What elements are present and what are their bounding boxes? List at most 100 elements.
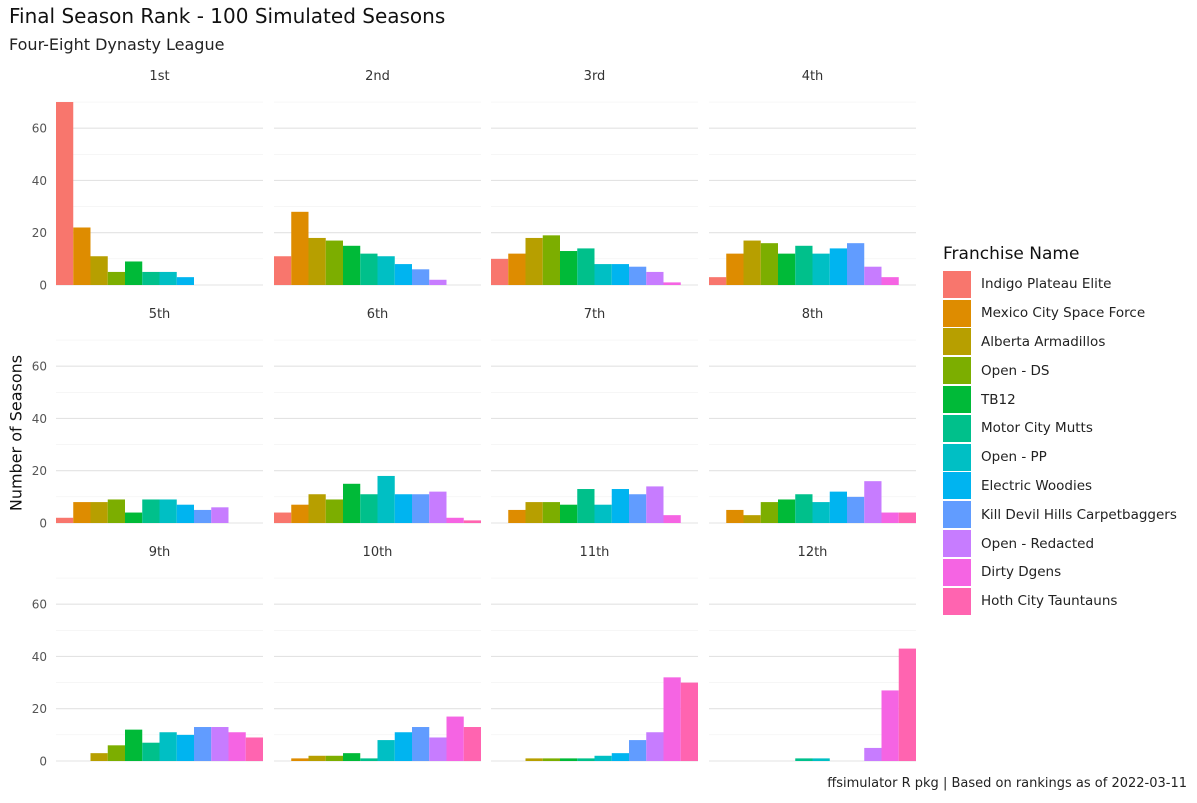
bar-6th-8 (412, 494, 430, 523)
bar-10th-3 (325, 755, 343, 761)
facet-strip-label: 9th (149, 545, 171, 560)
bar-8th-3 (760, 502, 778, 523)
bar-5th-0 (56, 517, 74, 523)
bar-7th-9 (646, 486, 664, 523)
bar-9th-9 (211, 727, 229, 761)
bar-8th-2 (743, 515, 761, 523)
bar-4th-2 (743, 240, 761, 285)
bar-9th-3 (107, 745, 125, 761)
facet-panel-12th: 12th (709, 545, 916, 762)
bar-12th-11 (898, 648, 916, 761)
bar-1st-1 (73, 227, 91, 285)
legend-key-swatch (943, 270, 971, 298)
bar-12th-6 (812, 758, 830, 761)
bar-10th-1 (291, 758, 309, 761)
bar-9th-11 (245, 737, 263, 761)
bar-3rd-4 (560, 251, 578, 285)
y-tick-label: 20 (32, 464, 47, 478)
y-tick-label: 60 (32, 360, 47, 374)
legend-item: TB12 (943, 385, 1177, 414)
bar-2nd-1 (291, 211, 309, 285)
legend-key-swatch (943, 558, 971, 586)
bar-7th-8 (629, 494, 647, 523)
bar-11th-4 (560, 758, 578, 761)
bar-9th-6 (159, 732, 177, 761)
legend-item: Hoth City Tauntauns (943, 587, 1177, 616)
y-tick-label: 60 (32, 598, 47, 612)
facet-panel-9th: 9th 0 20 40 60 (32, 545, 263, 769)
bar-4th-9 (864, 266, 882, 285)
bar-2nd-4 (343, 245, 361, 285)
legend-item: Mexico City Space Force (943, 299, 1177, 328)
y-tick-label: 0 (39, 755, 47, 769)
bar-3rd-7 (611, 264, 629, 285)
facet-panel-4th: 4th (709, 69, 916, 286)
legend-key-swatch (943, 414, 971, 442)
bar-2nd-5 (360, 253, 378, 285)
facet-strip-label: 4th (802, 69, 824, 84)
legend-key-swatch (943, 530, 971, 558)
bar-5th-2 (90, 502, 108, 523)
bar-8th-8 (847, 496, 865, 523)
bar-7th-7 (611, 489, 629, 523)
bar-5th-8 (194, 509, 212, 523)
bar-10th-5 (360, 758, 378, 761)
bar-10th-6 (377, 740, 395, 761)
legend-label: Motor City Mutts (981, 420, 1093, 437)
bar-2nd-2 (308, 237, 326, 285)
facet-panel-2nd: 2nd (274, 69, 481, 286)
bar-10th-10 (446, 716, 464, 761)
legend-key-swatch (943, 386, 971, 414)
facet-panel-7th: 7th (491, 307, 698, 524)
bar-3rd-5 (577, 248, 595, 285)
bar-6th-5 (360, 494, 378, 523)
bar-11th-6 (594, 755, 612, 761)
bar-2nd-8 (412, 269, 430, 285)
legend-item: Kill Devil Hills Carpetbaggers (943, 500, 1177, 529)
bar-2nd-3 (325, 240, 343, 285)
bar-11th-3 (542, 758, 560, 761)
bar-6th-4 (343, 483, 361, 523)
bar-6th-1 (291, 504, 309, 523)
bar-1st-2 (90, 256, 108, 285)
y-tick-label: 20 (32, 226, 47, 240)
legend-key-swatch (943, 299, 971, 327)
facet-panel-5th: 5th 0 20 40 60 (32, 307, 263, 531)
bar-7th-4 (560, 504, 578, 523)
legend-label: Kill Devil Hills Carpetbaggers (981, 506, 1177, 523)
bar-4th-6 (812, 253, 830, 285)
legend-key-swatch (943, 328, 971, 356)
bar-9th-8 (194, 727, 212, 761)
facet-strip-label: 3rd (584, 69, 606, 84)
legend-items: Indigo Plateau Elite Mexico City Space Fo… (943, 270, 1177, 616)
bar-6th-7 (394, 494, 412, 523)
facet-panel-8th: 8th (709, 307, 916, 524)
bar-3rd-9 (646, 271, 664, 285)
bar-1st-4 (125, 261, 143, 285)
bar-5th-5 (142, 499, 160, 523)
bar-10th-7 (394, 732, 412, 761)
bar-7th-2 (525, 502, 543, 523)
y-tick-label: 20 (32, 702, 47, 716)
bar-11th-7 (611, 753, 629, 761)
y-tick-label: 40 (32, 174, 47, 188)
facet-strip-label: 5th (149, 307, 171, 322)
legend-label: Open - DS (981, 362, 1050, 379)
bar-11th-10 (663, 677, 681, 761)
legend-label: Open - PP (981, 449, 1047, 466)
bar-5th-7 (176, 504, 194, 523)
bar-3rd-10 (663, 282, 681, 285)
bar-11th-8 (629, 740, 647, 761)
bar-9th-4 (125, 729, 143, 761)
bar-9th-7 (176, 734, 194, 761)
legend-label: TB12 (981, 391, 1016, 408)
bar-5th-4 (125, 512, 143, 523)
bar-10th-8 (412, 727, 430, 761)
bar-8th-4 (778, 499, 796, 523)
legend-key-swatch (943, 443, 971, 471)
legend-item: Open - DS (943, 356, 1177, 385)
legend-item: Open - Redacted (943, 529, 1177, 558)
bar-6th-6 (377, 475, 395, 523)
bar-6th-11 (463, 520, 481, 523)
